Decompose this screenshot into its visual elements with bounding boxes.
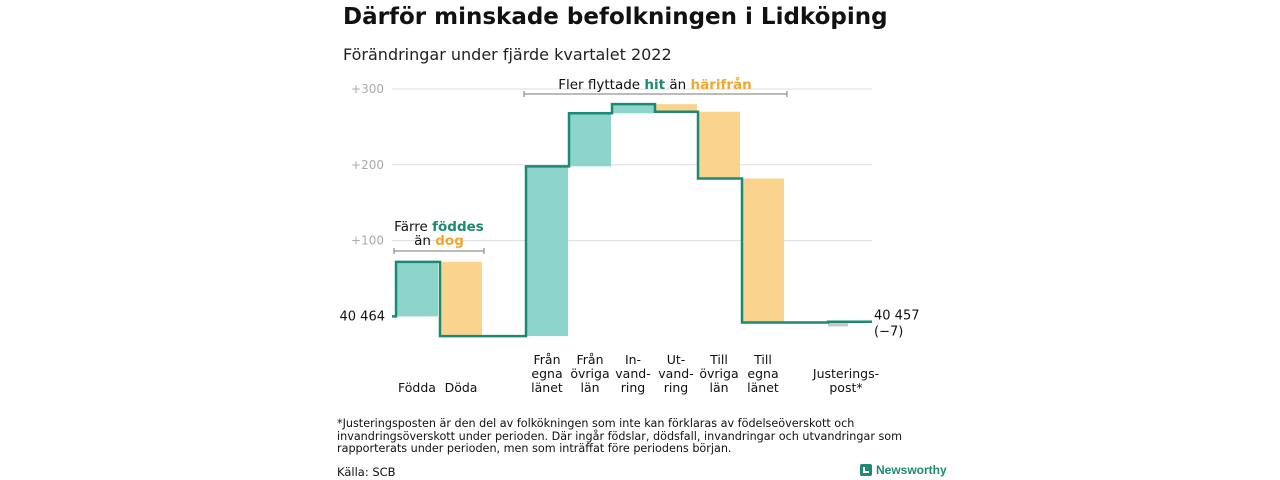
category-label: ring <box>664 380 688 395</box>
annotation-migration: Fler flyttade hit än härifrån <box>558 76 752 93</box>
brand-name: Newsworthy <box>876 463 947 477</box>
category-label: Justerings- <box>812 366 879 381</box>
category-label: länet <box>747 380 779 395</box>
waterfall-chart: +100 +200 +300 40 464 40 457(−7) Födda Döda Frå… <box>340 76 920 395</box>
category-label: Ut- <box>667 352 686 367</box>
level-line <box>392 102 872 338</box>
category-label: Födda <box>398 380 436 395</box>
annotation-migration-part: hit <box>644 77 665 93</box>
category-label: övriga <box>570 366 609 381</box>
y-tick-label: +200 <box>351 158 384 172</box>
chart-title: Därför minskade befolkningen i Lidköping <box>343 4 888 30</box>
chart-subtitle: Förändringar under fjärde kvartalet 2022 <box>343 45 672 64</box>
category-label: In- <box>625 352 641 367</box>
annotation-births-deaths-part: än <box>414 233 435 249</box>
waterfall-bar <box>440 261 482 337</box>
category-label: län <box>709 380 728 395</box>
end-value-label: 40 457 <box>874 309 920 324</box>
annotation-migration-part: än <box>665 77 690 93</box>
waterfall-bar <box>698 111 740 179</box>
annotation-births-deaths-part: föddes <box>432 219 484 235</box>
category-label: Från <box>576 352 603 367</box>
category-label: Till <box>709 352 728 367</box>
category-label: egna <box>747 366 778 381</box>
category-label: övriga <box>699 366 738 381</box>
waterfall-bar <box>569 113 611 167</box>
newsworthy-logo-icon <box>860 464 872 476</box>
annotation-births-deaths: Färre föddes <box>394 219 484 235</box>
y-tick-label: +100 <box>351 234 384 248</box>
category-label: länet <box>531 380 563 395</box>
source-note: Källa: SCB <box>337 465 396 479</box>
brand-logo: Newsworthy <box>860 463 947 477</box>
category-label: län <box>580 380 599 395</box>
category-label: post* <box>829 380 862 395</box>
end-change-label: (−7) <box>874 325 903 340</box>
waterfall-bar <box>742 178 784 323</box>
annotation-births-deaths-part: dog <box>435 233 464 249</box>
footnote: *Justeringsposten är den del av folkökni… <box>337 417 903 455</box>
category-label: ring <box>621 380 645 395</box>
waterfall-bar <box>396 261 438 317</box>
waterfall-bar <box>828 321 848 327</box>
annotation-births-deaths: än dog <box>414 233 464 249</box>
category-label: vand- <box>658 366 693 381</box>
y-tick-label: +300 <box>351 82 384 96</box>
annotation-migration-part: härifrån <box>691 76 752 93</box>
category-label: Döda <box>445 380 478 395</box>
waterfall-bar <box>526 166 568 337</box>
category-label: Från <box>533 352 560 367</box>
category-label: egna <box>531 366 562 381</box>
waterfall-bar <box>612 104 654 114</box>
category-label: vand- <box>615 366 650 381</box>
annotation-births-deaths-part: Färre <box>394 219 432 235</box>
waterfall-bar <box>655 104 697 112</box>
start-value-label: 40 464 <box>340 309 386 324</box>
annotation-migration-part: Fler flyttade <box>558 77 644 93</box>
category-label: Till <box>753 352 772 367</box>
